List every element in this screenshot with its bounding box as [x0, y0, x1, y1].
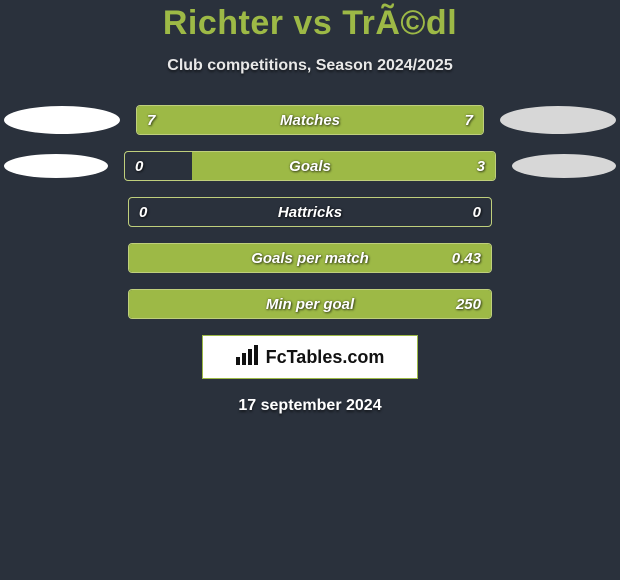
stat-right-value: 0.43: [452, 244, 481, 272]
stat-right-value: 7: [465, 106, 473, 134]
stat-label: Goals: [125, 152, 495, 180]
bar-chart-icon: [236, 345, 260, 370]
stat-bar: Min per goal250: [128, 289, 492, 319]
stat-right-value: 250: [456, 290, 481, 318]
stat-label: Hattricks: [129, 198, 491, 226]
subtitle: Club competitions, Season 2024/2025: [0, 57, 620, 75]
page-title: Richter vs TrÃ©dl: [0, 4, 620, 43]
comparison-card: Richter vs TrÃ©dl Club competitions, Sea…: [0, 0, 620, 580]
stat-rows: 7Matches70Goals30Hattricks0Goals per mat…: [0, 105, 620, 319]
stat-bar: 7Matches7: [136, 105, 484, 135]
stat-bar: 0Hattricks0: [128, 197, 492, 227]
stat-label: Matches: [137, 106, 483, 134]
stat-right-value: 0: [473, 198, 481, 226]
stat-row: Goals per match0.43: [0, 243, 620, 273]
right-player-icon: [512, 154, 616, 178]
left-player-icon: [4, 106, 120, 134]
stat-bar: Goals per match0.43: [128, 243, 492, 273]
right-player-icon: [500, 106, 616, 134]
stat-right-value: 3: [477, 152, 485, 180]
brand-text: FcTables.com: [266, 347, 385, 368]
stat-row: 0Hattricks0: [0, 197, 620, 227]
stat-row: Min per goal250: [0, 289, 620, 319]
stat-row: 0Goals3: [0, 151, 620, 181]
stat-bar: 0Goals3: [124, 151, 496, 181]
stat-row: 7Matches7: [0, 105, 620, 135]
stat-label: Min per goal: [129, 290, 491, 318]
left-player-icon: [4, 154, 108, 178]
date-label: 17 september 2024: [0, 397, 620, 415]
brand-badge[interactable]: FcTables.com: [202, 335, 418, 379]
stat-label: Goals per match: [129, 244, 491, 272]
